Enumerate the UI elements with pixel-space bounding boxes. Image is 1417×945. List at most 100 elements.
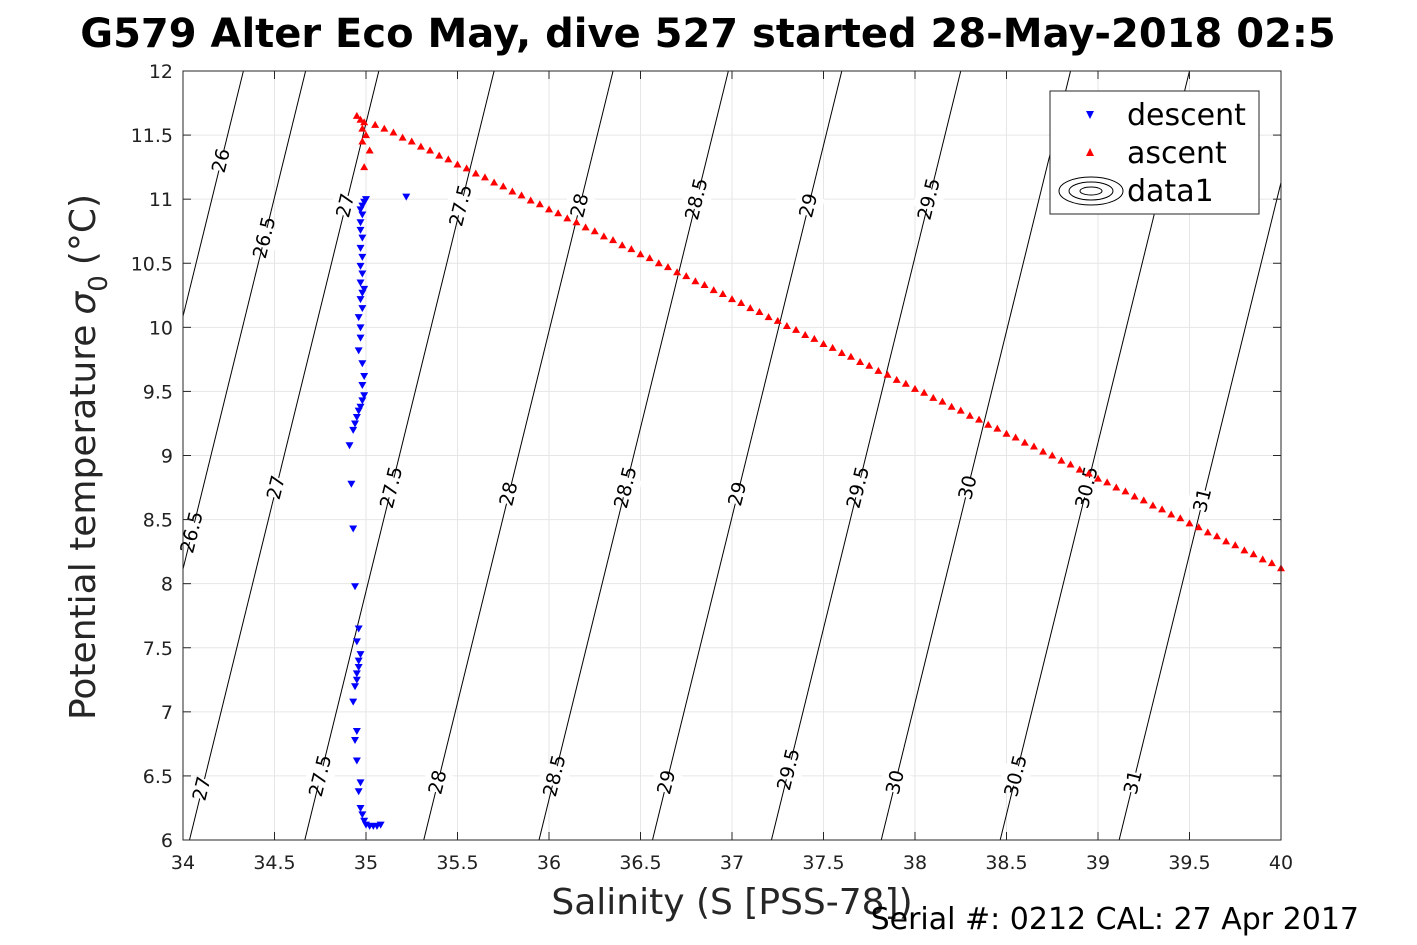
ascent-point xyxy=(883,370,892,378)
y-tick-label: 7.5 xyxy=(143,638,173,660)
ascent-point xyxy=(352,111,361,119)
x-tick-label: 38 xyxy=(903,852,927,874)
ascent-point xyxy=(581,223,590,231)
descent-point xyxy=(354,625,363,633)
ascent-point xyxy=(1258,555,1267,563)
descent-point xyxy=(360,817,369,825)
descent-point xyxy=(356,226,365,234)
contour-label-gap xyxy=(492,480,525,508)
ascent-point xyxy=(1130,492,1139,500)
contour-label-gap xyxy=(329,192,362,219)
descent-point xyxy=(354,663,363,671)
contour-label-gap xyxy=(772,756,805,783)
ascent-point xyxy=(984,420,993,428)
legend-descent-label: descent xyxy=(1127,98,1246,133)
ascent-point xyxy=(1039,447,1048,455)
ascent-point xyxy=(358,124,367,132)
descent-point xyxy=(402,193,411,201)
descent-point xyxy=(358,253,367,261)
ascent-point xyxy=(609,236,618,244)
x-tick-label: 37 xyxy=(720,852,744,874)
ascent-point xyxy=(746,304,755,312)
descent-point xyxy=(352,728,361,736)
ascent-point xyxy=(545,205,553,213)
legend-ascent-marker xyxy=(1086,148,1094,156)
ascent-point xyxy=(682,272,691,280)
y-tick-label: 6.5 xyxy=(143,766,173,788)
descent-point xyxy=(360,285,369,293)
contour-label-gap xyxy=(538,762,571,789)
ascent-point xyxy=(1212,532,1221,540)
descent-point xyxy=(376,821,385,829)
ascent-point xyxy=(947,402,956,410)
descent-point xyxy=(360,198,369,206)
descent-point xyxy=(358,382,367,390)
contour-label-gap xyxy=(260,474,293,501)
y-tick-label: 8 xyxy=(161,574,173,596)
ascent-point xyxy=(956,406,965,414)
ascent-point xyxy=(563,214,572,222)
descent-point xyxy=(356,779,365,787)
descent-point xyxy=(354,788,363,796)
ascent-point xyxy=(837,348,846,356)
ascent-point xyxy=(599,232,608,240)
y-tick-label: 12 xyxy=(149,61,173,83)
ascent-point xyxy=(1020,438,1029,446)
ascent-point xyxy=(856,357,865,365)
ascent-point xyxy=(929,393,938,401)
ascent-point xyxy=(965,411,974,419)
y-axis-label: Potential temperature σ0 (°C) xyxy=(63,194,114,720)
legend-ascent-label: ascent xyxy=(1127,136,1227,171)
ascent-point xyxy=(874,366,883,374)
ascent-point xyxy=(810,334,819,342)
ascent-point xyxy=(1066,460,1075,468)
contour-label-gap xyxy=(444,192,477,219)
ascent-series xyxy=(352,111,1285,572)
descent-point xyxy=(351,583,360,591)
descent-point xyxy=(356,279,365,287)
descent-point xyxy=(352,638,361,646)
y-axis-ticks: 6 6.5 7 7.5 8 8.5 9 9.5 10 10.5 11 11.5 12 xyxy=(131,61,1281,852)
ascent-point xyxy=(920,388,929,396)
descent-point xyxy=(351,737,360,745)
ascent-point xyxy=(764,313,773,321)
y-tick-label: 8.5 xyxy=(143,510,173,532)
chart-title: G579 Alter Eco May, dive 527 started 28-… xyxy=(80,11,1336,57)
contour-label-gap xyxy=(680,186,713,213)
contour-label-gap xyxy=(421,769,454,796)
contour-label-gap xyxy=(205,147,238,174)
ascent-point xyxy=(700,281,709,289)
isopycnal-26.5 xyxy=(183,71,307,572)
y-tick-label: 7 xyxy=(161,702,173,724)
ascent-point xyxy=(480,173,489,181)
legend-descent-marker xyxy=(1086,111,1094,119)
ascent-point xyxy=(1267,559,1276,567)
descent-point xyxy=(360,392,369,400)
ascent-point xyxy=(356,115,365,123)
descent-point xyxy=(356,651,365,659)
x-tick-label: 36 xyxy=(537,852,561,874)
ascent-point xyxy=(901,379,910,387)
ascent-point xyxy=(636,250,645,258)
descent-point xyxy=(354,347,363,355)
isopycnal-30 xyxy=(880,71,1072,840)
ascent-point xyxy=(1002,429,1011,437)
contour-label-gap xyxy=(304,762,337,789)
contour-label-gap xyxy=(248,224,281,251)
y-tick-label: 10 xyxy=(149,317,173,339)
ascent-point xyxy=(398,133,407,141)
y-axis-label-subscript: 0 xyxy=(84,275,114,292)
ascent-point xyxy=(426,146,435,154)
ascent-point xyxy=(728,295,736,303)
descent-point xyxy=(347,480,356,488)
ascent-point xyxy=(1240,546,1249,554)
x-tick-label: 37.5 xyxy=(802,852,844,874)
y-tick-label: 9.5 xyxy=(143,381,173,403)
descent-point xyxy=(358,360,367,368)
ascent-point xyxy=(1057,456,1066,464)
ascent-point xyxy=(755,307,764,315)
descent-point xyxy=(352,757,361,765)
ascent-point xyxy=(360,118,369,126)
ascent-point xyxy=(526,196,535,204)
